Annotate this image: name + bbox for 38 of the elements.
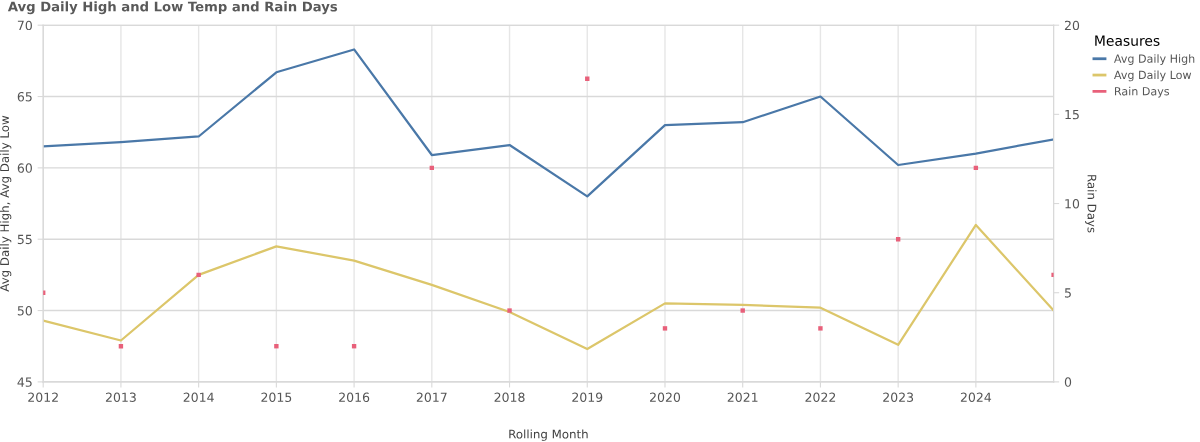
y2-tick-label: 15 xyxy=(1065,110,1079,120)
y2-tick-label: 0 xyxy=(1064,377,1072,387)
y2-tick-label: 5 xyxy=(1064,288,1071,298)
point xyxy=(818,326,823,331)
y2-tick-label: 10 xyxy=(1065,199,1080,209)
y2-axis-title: Rain Days xyxy=(1085,175,1097,233)
x-tick-label: 2023 xyxy=(883,392,914,402)
y2-tick-label: 20 xyxy=(1064,20,1080,31)
x-tick-label: 2022 xyxy=(805,392,836,402)
legend-label: Rain Days xyxy=(1115,86,1170,98)
point xyxy=(274,344,279,349)
x-tick-label: 2013 xyxy=(105,392,136,402)
chart-title: Avg Daily High and Low Temp and Rain Days xyxy=(7,1,338,15)
y-tick-label: 50 xyxy=(17,306,32,316)
x-tick-label: 2018 xyxy=(494,392,525,402)
x-tick-label: 2015 xyxy=(261,392,292,402)
x-tick-label: 2017 xyxy=(416,392,447,402)
y-tick-label: 60 xyxy=(17,163,32,173)
y-tick-label: 65 xyxy=(17,92,32,102)
point xyxy=(196,272,201,278)
point xyxy=(662,326,668,331)
x-tick-label: 2014 xyxy=(183,392,214,402)
y-tick-label: 45 xyxy=(17,377,32,387)
x-tick-label: 2012 xyxy=(28,392,58,402)
x-tick-label: 2021 xyxy=(727,392,758,402)
x-tick-label: 2020 xyxy=(649,392,681,402)
y-tick-label: 55 xyxy=(17,234,32,245)
x-axis-title: Rolling Month xyxy=(509,429,588,441)
legend-label: Avg Daily Low xyxy=(1114,70,1192,82)
point xyxy=(740,308,745,313)
y-tick-label: 70 xyxy=(17,20,32,31)
point xyxy=(507,308,512,313)
x-tick-label: 2016 xyxy=(339,392,370,402)
legend-label: Avg Daily High xyxy=(1114,54,1195,65)
legend-title: Measures xyxy=(1095,35,1160,46)
x-tick-label: 2024 xyxy=(960,392,992,402)
y-axis-title: Avg Daily High, Avg Daily Low xyxy=(0,115,12,292)
x-tick-label: 2019 xyxy=(572,392,603,402)
